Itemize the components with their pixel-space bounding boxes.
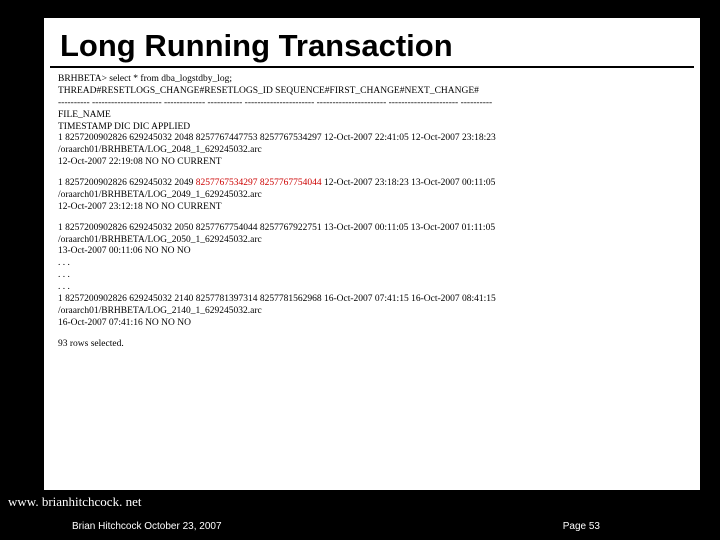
row-3-line-2: /oraarch01/BRHBETA/LOG_2050_1_629245032.… bbox=[58, 235, 686, 247]
spacer bbox=[58, 330, 686, 339]
row-2-line-2: /oraarch01/BRHBETA/LOG_2049_1_629245032.… bbox=[58, 190, 686, 202]
footer-page-number: Page 53 bbox=[563, 521, 600, 532]
row-2-highlight: 8257767534297 8257767754044 bbox=[196, 178, 322, 188]
slide-panel: Long Running Transaction BRHBETA> select… bbox=[44, 18, 700, 490]
row-1-line-1: 1 8257200902826 629245032 2048 825776744… bbox=[58, 133, 686, 145]
query-line: BRHBETA> select * from dba_logstdby_log; bbox=[58, 74, 686, 86]
header-line-2: FILE_NAME bbox=[58, 110, 686, 122]
row-2-prefix: 1 8257200902826 629245032 2049 bbox=[58, 178, 196, 188]
footer-author-date: Brian Hitchcock October 23, 2007 bbox=[72, 521, 222, 532]
slide-content: BRHBETA> select * from dba_logstdby_log;… bbox=[44, 74, 700, 350]
row-4-line-3: 16-Oct-2007 07:41:16 NO NO NO bbox=[58, 318, 686, 330]
row-1-line-2: /oraarch01/BRHBETA/LOG_2048_1_629245032.… bbox=[58, 145, 686, 157]
row-1-line-3: 12-Oct-2007 22:19:08 NO NO CURRENT bbox=[58, 157, 686, 169]
rows-selected: 93 rows selected. bbox=[58, 339, 686, 351]
row-4-line-1: 1 8257200902826 629245032 2140 825778139… bbox=[58, 294, 686, 306]
dots-3: . . . bbox=[58, 282, 686, 294]
slide-title: Long Running Transaction bbox=[50, 18, 694, 68]
dots-1: . . . bbox=[58, 258, 686, 270]
header-line-1: THREAD#RESETLOGS_CHANGE#RESETLOGS_ID SEQ… bbox=[58, 86, 686, 98]
row-3-line-3: 13-Oct-2007 00:11:06 NO NO NO bbox=[58, 246, 686, 258]
header-line-3: TIMESTAMP DIC DIC APPLIED bbox=[58, 122, 686, 134]
footer-url: www. brianhitchcock. net bbox=[8, 494, 141, 510]
row-4-line-2: /oraarch01/BRHBETA/LOG_2140_1_629245032.… bbox=[58, 306, 686, 318]
row-3-line-1: 1 8257200902826 629245032 2050 825776775… bbox=[58, 223, 686, 235]
spacer bbox=[58, 169, 686, 178]
dots-2: . . . bbox=[58, 270, 686, 282]
spacer bbox=[58, 214, 686, 223]
row-2-suffix: 12-Oct-2007 23:18:23 13-Oct-2007 00:11:0… bbox=[322, 178, 496, 188]
dashes-line: ---------- ---------------------- ------… bbox=[58, 98, 686, 110]
row-2-line-3: 12-Oct-2007 23:12:18 NO NO CURRENT bbox=[58, 202, 686, 214]
row-2-line-1: 1 8257200902826 629245032 2049 825776753… bbox=[58, 178, 686, 190]
